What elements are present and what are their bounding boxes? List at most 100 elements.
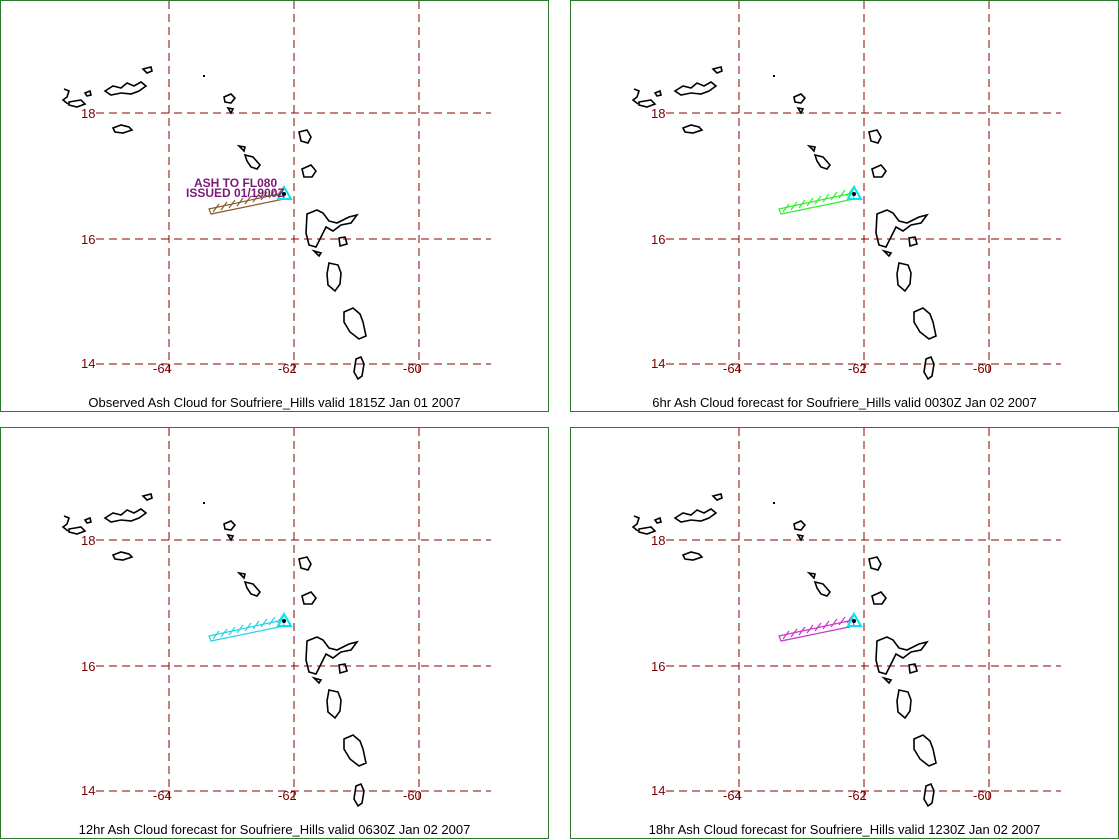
lon-label: -64 xyxy=(153,788,172,803)
volcano-icon xyxy=(846,611,863,627)
island-outline xyxy=(638,99,657,108)
ash-hatch xyxy=(838,189,846,199)
ash-hatch xyxy=(220,628,228,638)
lat-label: 16 xyxy=(651,659,665,674)
island-outline xyxy=(875,209,929,248)
island-outline xyxy=(83,516,92,524)
island-outline xyxy=(111,124,134,134)
island-outline xyxy=(61,515,70,532)
lat-label: 14 xyxy=(81,783,95,798)
island-outline xyxy=(236,571,246,580)
lon-label: -62 xyxy=(278,361,297,376)
ash-hatch xyxy=(236,624,244,634)
island-outline xyxy=(908,663,918,675)
map-canvas: 18 16 14 -64 -62 -60 xyxy=(61,428,491,808)
ash-hatch xyxy=(798,626,806,636)
island-outline xyxy=(871,591,887,605)
island-outline xyxy=(243,580,262,597)
island-outline xyxy=(305,209,359,248)
ash-hatch xyxy=(252,620,260,630)
island-outline xyxy=(103,508,148,523)
island-outline xyxy=(111,551,134,561)
ash-cloud xyxy=(778,187,855,215)
lon-label: -60 xyxy=(403,361,422,376)
island-outline xyxy=(793,520,807,531)
island-outline xyxy=(881,676,893,685)
island-outline xyxy=(711,493,723,501)
island-outline xyxy=(806,571,816,580)
map-panel-12hr: 18 16 14 -64 -62 -60 12hr Ash Cloud forecast … xyxy=(0,427,549,839)
ash-hatch xyxy=(260,191,268,201)
island-outline xyxy=(631,88,640,105)
island-outline xyxy=(813,153,832,170)
ash-cloud xyxy=(208,614,285,642)
island-outline xyxy=(326,262,342,293)
lon-label: -64 xyxy=(153,361,172,376)
island-outline xyxy=(343,307,367,340)
island-outline xyxy=(223,520,237,531)
panel-caption: Observed Ash Cloud for Soufriere_Hills v… xyxy=(88,395,461,410)
island-outline xyxy=(305,636,359,675)
volcano-vent-dot xyxy=(852,619,856,623)
island-outline xyxy=(875,636,929,675)
island-outline xyxy=(881,249,893,258)
lon-label: -60 xyxy=(403,788,422,803)
ash-hatch xyxy=(814,622,822,632)
ash-hatch xyxy=(244,195,252,205)
island-outline xyxy=(806,144,816,153)
map-canvas: 18 16 14 -64 -62 -60 xyxy=(631,1,1061,381)
island-outline xyxy=(681,124,704,134)
ash-hatch xyxy=(260,618,268,628)
ash-cloud xyxy=(778,614,855,642)
island-outline xyxy=(83,89,92,97)
lat-label: 18 xyxy=(81,533,95,548)
island-outline xyxy=(796,106,805,115)
lat-label: 16 xyxy=(81,659,95,674)
ash-hatch xyxy=(212,203,220,213)
lon-label: -60 xyxy=(973,788,992,803)
island-outline xyxy=(301,591,317,605)
ash-annotation-issued: ISSUED 01/1900Z xyxy=(186,186,285,200)
island-outline xyxy=(681,551,704,561)
ash-hatch xyxy=(236,197,244,207)
island-outline xyxy=(673,508,718,523)
map-panel-observed: 18 16 14 -64 -62 -60 ASH TO FL080 ISSUED 01/190… xyxy=(0,0,549,412)
lat-label: 16 xyxy=(651,232,665,247)
lat-label: 14 xyxy=(651,783,665,798)
island-outline xyxy=(141,66,153,74)
lon-label: -62 xyxy=(848,361,867,376)
island-outline xyxy=(68,526,87,535)
island-outline xyxy=(908,236,918,248)
island-outline xyxy=(226,106,235,115)
ash-hatch xyxy=(822,620,830,630)
ash-hatch xyxy=(830,191,838,201)
island-outline xyxy=(913,734,937,767)
ash-hatch xyxy=(798,199,806,209)
island-outline xyxy=(793,93,807,104)
island-outline xyxy=(353,355,365,381)
island-outline xyxy=(223,93,237,104)
ash-hatch xyxy=(782,630,790,640)
ash-hatch xyxy=(790,628,798,638)
map-panel-18hr: 18 16 14 -64 -62 -60 18hr Ash Cloud forecast … xyxy=(570,427,1119,839)
island-outline xyxy=(638,526,657,535)
lat-label: 14 xyxy=(651,356,665,371)
island-outline xyxy=(796,533,805,542)
volcano-icon xyxy=(846,184,863,200)
ash-hatch xyxy=(268,189,276,199)
ash-annotation-level: ASH TO FL080 xyxy=(194,176,277,190)
island-outline xyxy=(61,88,70,105)
island-outline xyxy=(868,129,882,144)
ash-hatch xyxy=(806,197,814,207)
ash-cloud-outline xyxy=(778,619,855,642)
ash-hatch xyxy=(244,622,252,632)
ash-hatch xyxy=(822,193,830,203)
island-outline xyxy=(311,249,323,258)
volcano-vent-dot xyxy=(852,192,856,196)
volcano-vent-dot xyxy=(282,619,286,623)
island-outline xyxy=(301,164,317,178)
lat-label: 18 xyxy=(81,106,95,121)
lon-label: -64 xyxy=(723,788,742,803)
lon-label: -62 xyxy=(278,788,297,803)
